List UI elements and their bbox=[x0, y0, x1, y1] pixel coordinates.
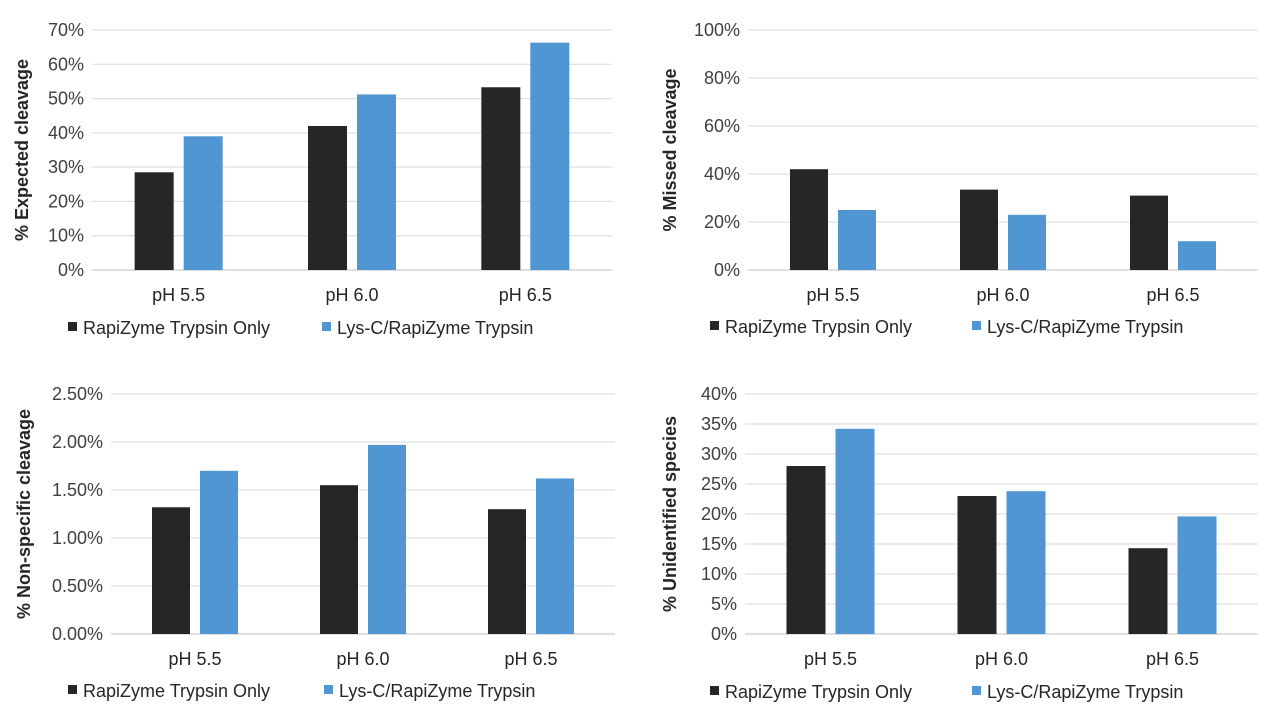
bar-rapizyme-trypsin-only bbox=[957, 496, 997, 634]
bar-lysc-rapizyme-trypsin bbox=[357, 94, 396, 270]
y-tick-label: 5% bbox=[711, 594, 737, 614]
bar-rapizyme-trypsin-only bbox=[786, 466, 826, 634]
legend-swatch bbox=[710, 686, 719, 695]
y-tick-label: 1.50% bbox=[52, 480, 103, 500]
y-tick-label: 30% bbox=[48, 157, 84, 177]
legend-label: RapiZyme Trypsin Only bbox=[83, 318, 270, 338]
x-category-label: pH 6.5 bbox=[1146, 649, 1199, 669]
y-axis-label: % Expected cleavage bbox=[12, 59, 32, 241]
y-tick-label: 30% bbox=[701, 444, 737, 464]
bar-lysc-rapizyme-trypsin bbox=[1178, 241, 1216, 270]
bar-lysc-rapizyme-trypsin bbox=[838, 210, 876, 270]
chart-3: 0.00% 0.50% 1.00% 1.50% 2.00% 2.50% pH 5.5 pH 6… bbox=[14, 384, 615, 701]
legend-label: RapiZyme Trypsin Only bbox=[725, 317, 912, 337]
y-tick-label: 2.50% bbox=[52, 384, 103, 404]
legend-label: Lys-C/RapiZyme Trypsin bbox=[987, 317, 1183, 337]
x-category-label: pH 6.0 bbox=[336, 649, 389, 669]
legend-label: RapiZyme Trypsin Only bbox=[725, 682, 912, 702]
y-tick-label: 70% bbox=[48, 20, 84, 40]
legend-swatch bbox=[710, 321, 719, 330]
y-tick-label: 0.00% bbox=[52, 624, 103, 644]
legend-label: Lys-C/RapiZyme Trypsin bbox=[987, 682, 1183, 702]
y-tick-label: 40% bbox=[701, 384, 737, 404]
chart-2: 0% 20% 40% 60% 80% 100% pH 5.5 pH 6.0 pH 6.5 % Mi… bbox=[660, 20, 1258, 337]
y-tick-label: 20% bbox=[704, 212, 740, 232]
x-category-label: pH 5.5 bbox=[806, 285, 859, 305]
bar-rapizyme-trypsin-only bbox=[320, 485, 358, 634]
y-tick-label: 0% bbox=[58, 260, 84, 280]
bar-lysc-rapizyme-trypsin bbox=[200, 470, 238, 634]
y-tick-label: 100% bbox=[694, 20, 740, 40]
y-tick-label: 0.50% bbox=[52, 576, 103, 596]
legend-swatch bbox=[68, 322, 77, 331]
chart-4: 0% 5% 10% 15% 20% 25% 30% 35% 40% pH 5.5 pH 6.0 pH … bbox=[660, 384, 1258, 702]
y-axis-label: % Missed cleavage bbox=[660, 68, 680, 231]
y-tick-label: 50% bbox=[48, 89, 84, 109]
legend-swatch bbox=[322, 322, 331, 331]
bar-lysc-rapizyme-trypsin bbox=[536, 478, 574, 634]
x-category-label: pH 6.0 bbox=[976, 285, 1029, 305]
bar-lysc-rapizyme-trypsin bbox=[1177, 516, 1217, 634]
bar-rapizyme-trypsin-only bbox=[308, 126, 347, 270]
bar-rapizyme-trypsin-only bbox=[1130, 195, 1168, 270]
x-category-label: pH 5.5 bbox=[168, 649, 221, 669]
legend-swatch bbox=[324, 685, 333, 694]
bar-lysc-rapizyme-trypsin bbox=[183, 136, 223, 270]
y-tick-label: 10% bbox=[48, 226, 84, 246]
bar-rapizyme-trypsin-only bbox=[488, 509, 526, 634]
bar-lysc-rapizyme-trypsin bbox=[1008, 214, 1046, 270]
bar-rapizyme-trypsin-only bbox=[152, 507, 190, 634]
x-category-label: pH 6.5 bbox=[499, 285, 552, 305]
y-tick-label: 40% bbox=[48, 123, 84, 143]
bar-rapizyme-trypsin-only bbox=[1128, 548, 1168, 634]
y-tick-label: 0% bbox=[711, 624, 737, 644]
y-tick-label: 60% bbox=[704, 116, 740, 136]
legend-swatch bbox=[972, 321, 981, 330]
x-category-label: pH 6.0 bbox=[325, 285, 378, 305]
y-tick-label: 60% bbox=[48, 54, 84, 74]
y-axis-label: % Unidentified species bbox=[660, 416, 680, 612]
y-tick-label: 1.00% bbox=[52, 528, 103, 548]
bar-rapizyme-trypsin-only bbox=[790, 169, 828, 270]
y-axis-label: % Non-specific cleavage bbox=[14, 409, 34, 619]
legend-label: RapiZyme Trypsin Only bbox=[83, 681, 270, 701]
y-tick-label: 15% bbox=[701, 534, 737, 554]
y-tick-label: 40% bbox=[704, 164, 740, 184]
x-category-label: pH 5.5 bbox=[804, 649, 857, 669]
y-tick-label: 0% bbox=[714, 260, 740, 280]
x-category-label: pH 6.5 bbox=[1146, 285, 1199, 305]
chart-1: 0% 10% 20% 30% 40% 50% 60% 70% pH 5.5 pH 6.0 pH 6.… bbox=[12, 20, 612, 338]
y-tick-label: 80% bbox=[704, 68, 740, 88]
x-category-label: pH 6.5 bbox=[504, 649, 557, 669]
y-tick-label: 35% bbox=[701, 414, 737, 434]
bar-lysc-rapizyme-trypsin bbox=[835, 428, 875, 634]
bar-rapizyme-trypsin-only bbox=[134, 172, 174, 270]
legend-swatch bbox=[68, 685, 77, 694]
bar-lysc-rapizyme-trypsin bbox=[530, 42, 570, 270]
legend-label: Lys-C/RapiZyme Trypsin bbox=[339, 681, 535, 701]
x-category-label: pH 5.5 bbox=[152, 285, 205, 305]
y-tick-label: 25% bbox=[701, 474, 737, 494]
legend-label: Lys-C/RapiZyme Trypsin bbox=[337, 318, 533, 338]
y-tick-label: 2.00% bbox=[52, 432, 103, 452]
x-category-label: pH 6.0 bbox=[975, 649, 1028, 669]
bar-rapizyme-trypsin-only bbox=[481, 87, 521, 270]
y-tick-label: 10% bbox=[701, 564, 737, 584]
bar-lysc-rapizyme-trypsin bbox=[1006, 491, 1046, 634]
bar-rapizyme-trypsin-only bbox=[960, 189, 998, 270]
y-tick-label: 20% bbox=[48, 191, 84, 211]
legend-swatch bbox=[972, 686, 981, 695]
y-tick-label: 20% bbox=[701, 504, 737, 524]
bar-lysc-rapizyme-trypsin bbox=[368, 444, 406, 634]
